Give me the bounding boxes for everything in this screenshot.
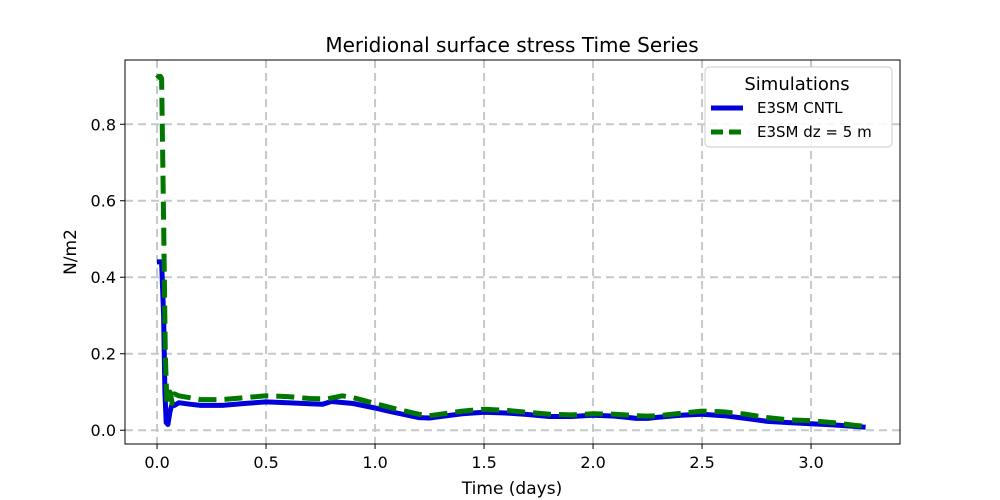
x-tick-label: 0.0 [144, 453, 169, 472]
x-tick-label: 3.0 [798, 453, 823, 472]
series-group [155, 73, 866, 430]
x-tick-label: 2.5 [689, 453, 714, 472]
series-line-e3sm-dz-5-m [155, 73, 866, 429]
y-tick-label: 0.4 [91, 268, 116, 287]
legend-box [704, 66, 893, 148]
legend-title: Simulations [744, 74, 849, 95]
legend-label-e3sm-cntl: E3SM CNTL [757, 99, 843, 117]
y-axis-label: N/m2 [61, 229, 81, 275]
plot-frame [124, 59, 901, 445]
y-tick-label: 0.8 [91, 115, 116, 134]
grid [125, 60, 900, 444]
legend-label-e3sm-dz-5m: E3SM dz = 5 m [757, 123, 872, 141]
x-tick-label: 1.0 [362, 453, 387, 472]
x-tick-label: 1.5 [471, 453, 496, 472]
x-tick-label: 0.5 [253, 453, 278, 472]
x-axis-label: Time (days) [461, 479, 562, 499]
series-line-e3sm-cntl [157, 259, 866, 430]
x-tick-label: 2.0 [580, 453, 605, 472]
y-tick-label: 0.6 [91, 192, 116, 211]
chart-title: Meridional surface stress Time Series [325, 33, 698, 57]
legend: Simulations E3SM CNTL E3SM dz = 5 m [704, 66, 893, 148]
x-axis-ticks: 0.0 0.5 1.0 1.5 2.0 2.5 3.0 [144, 444, 824, 472]
y-tick-label: 0.0 [91, 421, 116, 440]
y-tick-label: 0.2 [91, 345, 116, 364]
y-axis-ticks: 0.0 0.2 0.4 0.6 0.8 [91, 115, 125, 440]
